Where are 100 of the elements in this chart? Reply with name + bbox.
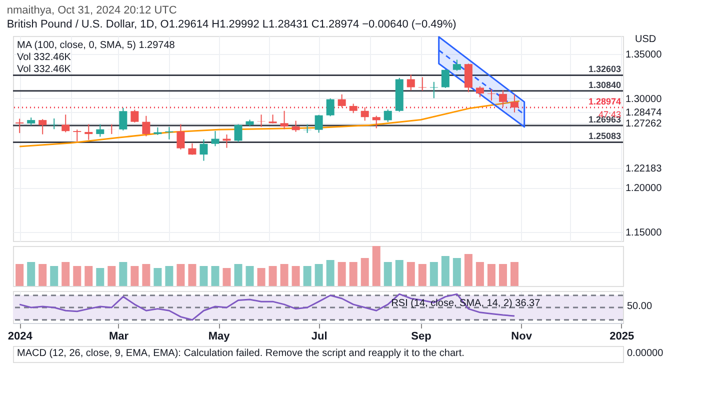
candlestick — [487, 88, 496, 102]
candlestick — [314, 114, 323, 134]
candlestick — [326, 98, 334, 117]
bar — [165, 266, 174, 286]
candlestick — [62, 114, 70, 133]
bar — [188, 264, 196, 286]
bar — [430, 262, 438, 286]
y-tick-label: 1.20000 — [626, 183, 662, 194]
ref-line-label: 1.30840 — [588, 80, 621, 90]
annotation: Vol 332.46K — [17, 64, 72, 75]
bar — [211, 266, 220, 286]
bar — [384, 262, 392, 286]
candlestick — [142, 115, 150, 137]
bar — [222, 268, 231, 286]
candlestick — [476, 86, 484, 98]
annotation: Vol 332.46K — [17, 52, 72, 63]
text: MACD (12, 26, close, 9, EMA, EMA): Calculation failed. Remove the script and reapply it to the chart. — [17, 348, 464, 359]
bar — [360, 258, 369, 286]
bar — [510, 262, 518, 286]
x-tick-label: Sep — [411, 330, 432, 342]
y-tick-label: 1.28474 — [626, 107, 662, 118]
bar — [38, 264, 47, 286]
x-tick-label: 2024 — [8, 330, 34, 342]
candlestick — [38, 118, 47, 135]
candlestick — [165, 126, 174, 140]
text: 0.00000 — [627, 348, 664, 359]
candlestick — [73, 129, 82, 142]
x-tick-label: Jul — [311, 330, 328, 342]
ref-line-label: 1.32603 — [588, 64, 621, 74]
bar — [326, 260, 334, 286]
bar — [292, 266, 300, 286]
chart-title: nmaithya, Oct 31, 2024 20:12 UTC — [6, 4, 177, 16]
candlestick — [50, 118, 58, 130]
bar — [62, 262, 70, 286]
bar — [246, 266, 254, 286]
candlestick — [176, 124, 185, 150]
bar — [176, 264, 185, 286]
bar — [154, 268, 162, 286]
candlestick — [234, 124, 242, 143]
text: 50.00 — [627, 301, 652, 312]
x-tick-label: May — [208, 330, 231, 342]
x-tick-label: 2025 — [610, 330, 634, 342]
candlestick — [280, 110, 288, 130]
y-axis-title: USD — [635, 34, 656, 45]
bar — [303, 266, 312, 286]
bar — [314, 264, 323, 286]
candlestick — [384, 109, 392, 123]
bar — [234, 264, 242, 286]
bar — [119, 262, 128, 286]
bar — [142, 264, 150, 286]
y-tick-label: 1.15000 — [626, 228, 662, 239]
bar — [372, 246, 380, 286]
candlestick — [96, 124, 104, 138]
bar — [418, 264, 426, 286]
candlestick — [360, 106, 369, 122]
candlestick — [16, 118, 24, 134]
candlestick — [211, 130, 220, 147]
bar — [498, 264, 507, 286]
bar — [16, 264, 24, 286]
bar — [96, 268, 104, 286]
candlestick — [130, 109, 139, 123]
candlestick — [464, 63, 472, 93]
bar — [84, 266, 93, 286]
line-series — [18, 100, 520, 148]
chart-subtitle: British Pound / U.S. Dollar, 1D, O1.29614 H1.29992 L1.28431 C1.28974 −0.00640 (−0.49%) — [6, 18, 456, 30]
bar — [50, 266, 58, 286]
bar — [27, 262, 36, 286]
bar — [406, 262, 415, 286]
bar — [280, 264, 288, 286]
candlestick — [406, 74, 415, 91]
bar — [257, 268, 266, 286]
candlestick — [188, 142, 196, 156]
bar — [441, 256, 450, 286]
bar — [268, 266, 277, 286]
x-tick-label: Nov — [511, 330, 533, 342]
candlestick — [119, 107, 128, 131]
bar — [476, 262, 484, 286]
bar — [73, 266, 82, 286]
candlestick — [349, 103, 358, 114]
y-tick-label: 1.27262 — [626, 118, 662, 130]
candlestick — [338, 94, 346, 108]
candlestick — [498, 90, 507, 108]
bar — [464, 254, 472, 286]
y-tick-label: 1.22183 — [626, 164, 662, 175]
bar — [395, 260, 404, 286]
bar — [108, 266, 116, 286]
candlestick — [441, 69, 450, 88]
candlestick — [510, 94, 518, 113]
ref-line-label: 1.25083 — [588, 131, 621, 142]
annotation: MA (100, close, 0, SMA, 5) 1.29748 — [17, 40, 176, 51]
bar — [338, 262, 346, 286]
bar — [452, 258, 461, 286]
candlestick — [292, 120, 300, 132]
y-tick-label: 1.30000 — [626, 94, 662, 105]
candlestick — [84, 124, 93, 140]
bar — [200, 266, 208, 286]
ref-line-label: 1.28974 — [588, 96, 621, 107]
candlestick — [372, 115, 380, 129]
bar — [130, 266, 139, 286]
candlestick — [200, 138, 208, 162]
